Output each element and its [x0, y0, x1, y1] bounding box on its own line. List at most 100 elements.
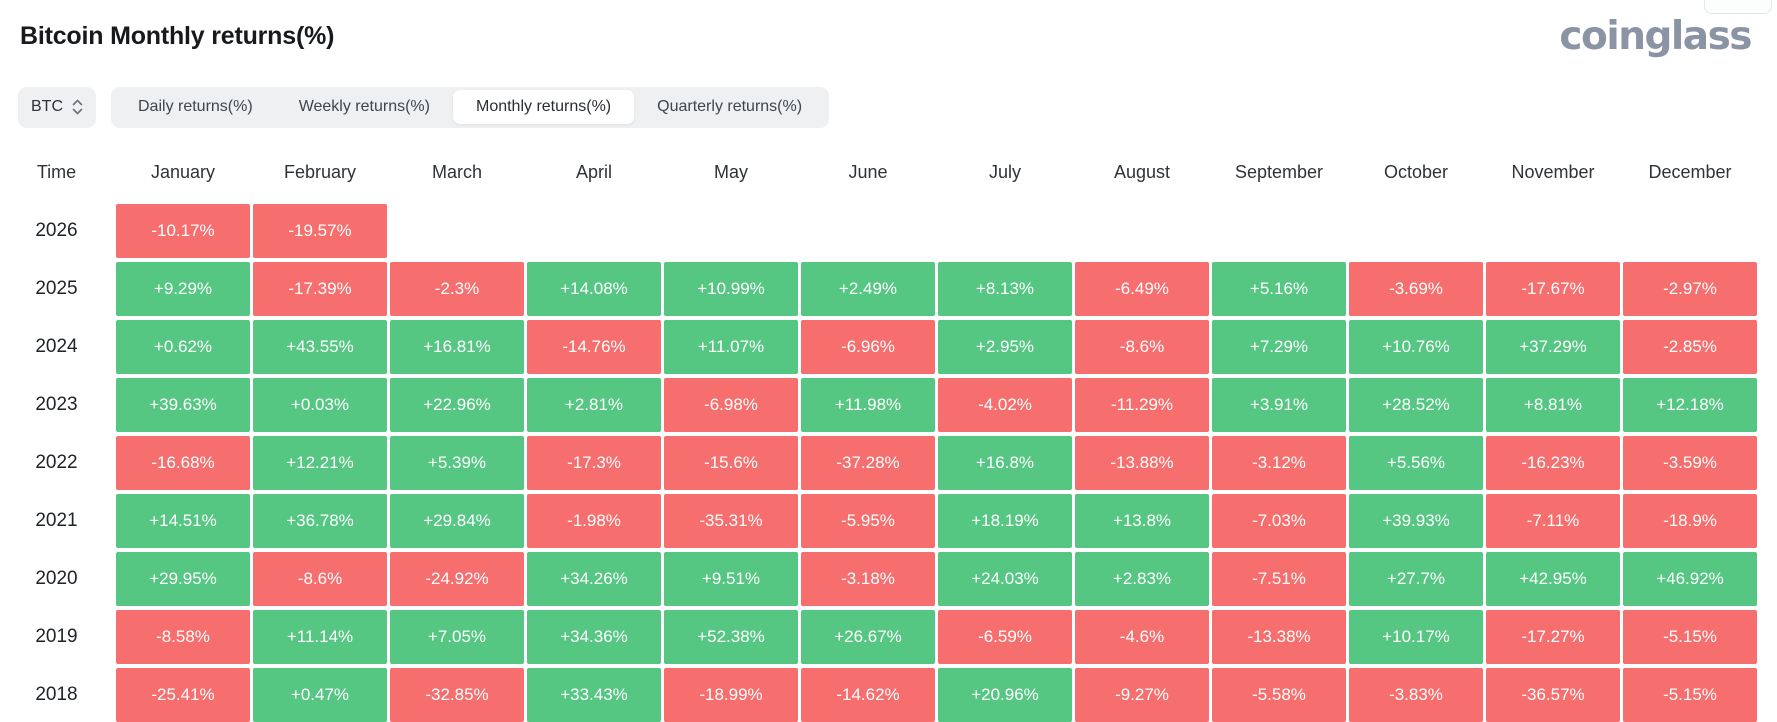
return-cell	[1623, 204, 1757, 258]
return-cell: -9.27%	[1075, 667, 1209, 722]
return-cell: -37.28%	[801, 435, 935, 490]
return-cell: +43.55%	[253, 319, 387, 374]
returns-period-tabs: Daily returns(%) Weekly returns(%) Monthly…	[111, 86, 830, 128]
return-cell: -17.67%	[1486, 261, 1620, 316]
return-cell	[527, 204, 661, 258]
column-header-october: October	[1383, 162, 1449, 183]
return-cell: +28.52%	[1349, 377, 1483, 432]
return-cell: -17.3%	[527, 435, 661, 490]
symbol-select[interactable]: BTC	[18, 86, 96, 128]
return-cell: +9.29%	[116, 261, 250, 316]
return-cell: +14.08%	[527, 261, 661, 316]
return-cell: -13.88%	[1075, 435, 1209, 490]
return-cell	[801, 204, 935, 258]
return-cell: +34.26%	[527, 551, 661, 606]
return-cell: +11.98%	[801, 377, 935, 432]
return-cell: -6.49%	[1075, 261, 1209, 316]
row-year-label: 2022	[35, 451, 78, 473]
return-cell: +20.96%	[938, 667, 1072, 722]
return-cell: +5.16%	[1212, 261, 1346, 316]
return-cell: -13.38%	[1212, 609, 1346, 664]
return-cell: -3.69%	[1349, 261, 1483, 316]
return-cell: -18.9%	[1623, 493, 1757, 548]
return-cell: +7.29%	[1212, 319, 1346, 374]
return-cell: -7.51%	[1212, 551, 1346, 606]
tab-monthly-returns[interactable]: Monthly returns(%)	[452, 90, 635, 125]
return-cell: +42.95%	[1486, 551, 1620, 606]
return-cell: +2.49%	[801, 261, 935, 316]
return-cell: -2.3%	[390, 261, 524, 316]
return-cell: -6.96%	[801, 319, 935, 374]
column-header-june: June	[848, 162, 888, 183]
table-row-2024: 2024 +0.62% +43.55% +16.81% -14.76% +11.07% -6…	[0, 319, 1757, 374]
return-cell: -3.59%	[1623, 435, 1757, 490]
table-row-2026: 2026 -10.17% -19.57%	[0, 203, 1757, 258]
return-cell	[1075, 204, 1209, 258]
return-cell: +26.67%	[801, 609, 935, 664]
return-cell: +7.05%	[390, 609, 524, 664]
return-cell: +0.62%	[116, 319, 250, 374]
table-row-2025: 2025 +9.29% -17.39% -2.3% +14.08% +10.99% +2.4…	[0, 261, 1757, 316]
row-year-label: 2020	[35, 567, 78, 589]
column-header-december: December	[1648, 162, 1732, 183]
return-cell: -16.68%	[116, 435, 250, 490]
return-cell: -4.6%	[1075, 609, 1209, 664]
return-cell: +34.36%	[527, 609, 661, 664]
return-cell: +5.56%	[1349, 435, 1483, 490]
symbol-select-value: BTC	[31, 98, 63, 116]
return-cell: -2.97%	[1623, 261, 1757, 316]
return-cell: -11.29%	[1075, 377, 1209, 432]
column-header-march: March	[431, 162, 482, 183]
page-title: Bitcoin Monthly returns(%)	[20, 22, 335, 50]
return-cell: +13.8%	[1075, 493, 1209, 548]
return-cell: +2.83%	[1075, 551, 1209, 606]
return-cell: +36.78%	[253, 493, 387, 548]
partial-overlay-button[interactable]	[1704, 0, 1772, 14]
row-year-label: 2023	[35, 393, 78, 415]
return-cell: -6.98%	[664, 377, 798, 432]
return-cell: +39.63%	[116, 377, 250, 432]
return-cell: -17.27%	[1486, 609, 1620, 664]
return-cell: +14.51%	[116, 493, 250, 548]
tab-quarterly-returns[interactable]: Quarterly returns(%)	[657, 98, 803, 116]
return-cell: -7.11%	[1486, 493, 1620, 548]
return-cell: -3.12%	[1212, 435, 1346, 490]
return-cell: +27.7%	[1349, 551, 1483, 606]
return-cell: +18.19%	[938, 493, 1072, 548]
return-cell: -3.83%	[1349, 667, 1483, 722]
return-cell: -24.92%	[390, 551, 524, 606]
return-cell: +39.93%	[1349, 493, 1483, 548]
table-row-2021: 2021 +14.51% +36.78% +29.84% -1.98% -35.31% -5…	[0, 493, 1757, 548]
return-cell: -7.03%	[1212, 493, 1346, 548]
return-cell: +11.14%	[253, 609, 387, 664]
return-cell: +11.07%	[664, 319, 798, 374]
column-header-february: February	[283, 162, 357, 183]
tab-daily-returns[interactable]: Daily returns(%)	[138, 98, 253, 116]
return-cell: +10.76%	[1349, 319, 1483, 374]
time-header: Time	[36, 162, 77, 183]
return-cell: +8.81%	[1486, 377, 1620, 432]
return-cell: +8.13%	[938, 261, 1072, 316]
return-cell: +3.91%	[1212, 377, 1346, 432]
coinglass-logo[interactable]: coinglass	[1559, 14, 1752, 59]
row-year-label: 2018	[35, 683, 78, 705]
return-cell: +12.18%	[1623, 377, 1757, 432]
column-header-september: September	[1234, 162, 1324, 183]
return-cell: -32.85%	[390, 667, 524, 722]
return-cell: -4.02%	[938, 377, 1072, 432]
return-cell: -8.6%	[253, 551, 387, 606]
tab-weekly-returns[interactable]: Weekly returns(%)	[298, 98, 430, 116]
column-header-april: April	[575, 162, 612, 183]
column-header-may: May	[713, 162, 748, 183]
return-cell: +5.39%	[390, 435, 524, 490]
returns-table-header: Time January February March April May June July…	[0, 152, 1757, 194]
column-header-july: July	[988, 162, 1021, 183]
return-cell	[1212, 204, 1346, 258]
column-header-january: January	[150, 162, 216, 183]
return-cell: -2.85%	[1623, 319, 1757, 374]
select-arrows-icon	[72, 98, 83, 116]
return-cell: +16.81%	[390, 319, 524, 374]
return-cell: -36.57%	[1486, 667, 1620, 722]
return-cell: -19.57%	[253, 203, 387, 258]
return-cell: +22.96%	[390, 377, 524, 432]
